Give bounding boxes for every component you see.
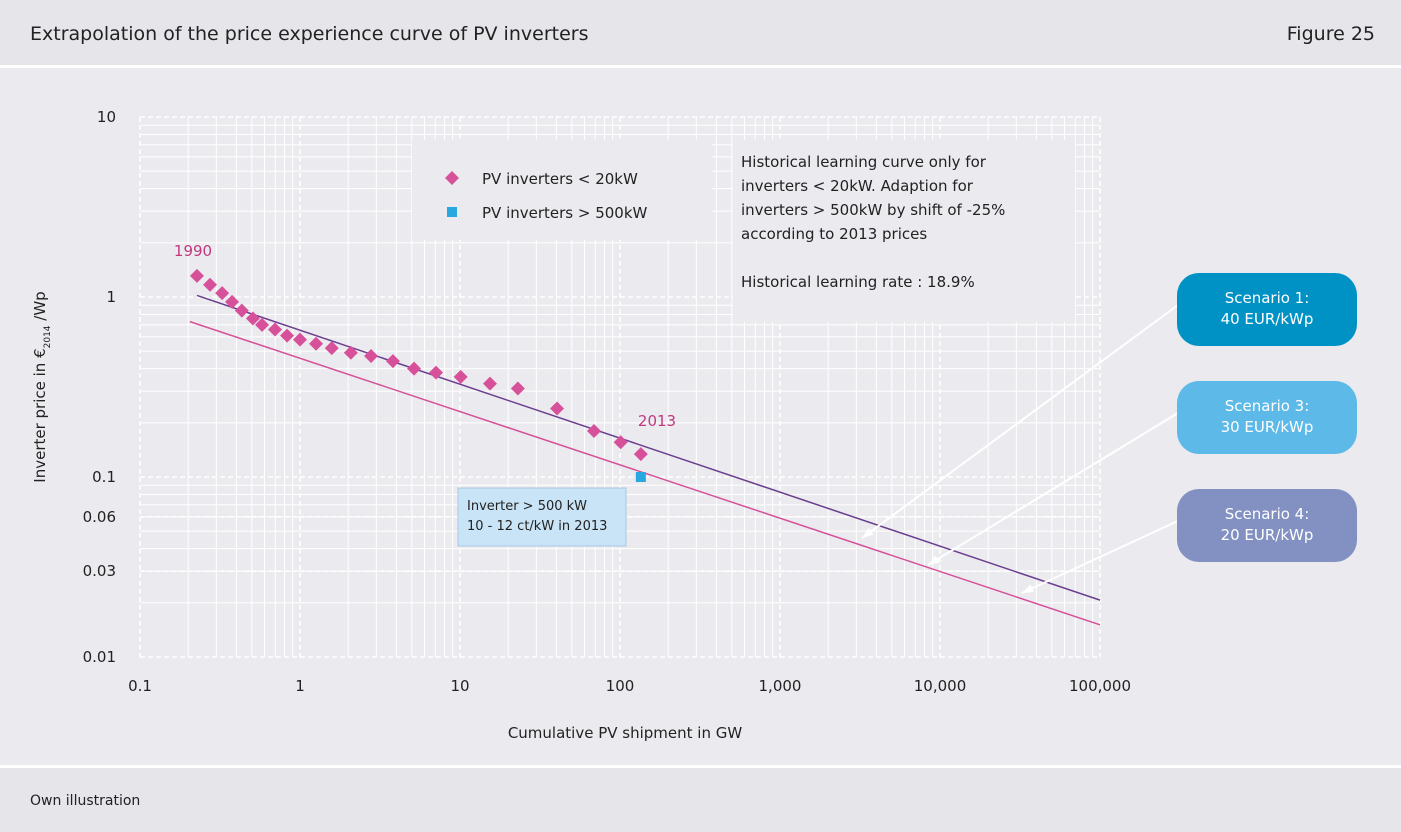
note-line: according to 2013 prices — [741, 225, 927, 243]
title: Extrapolation of the price experience cu… — [30, 23, 588, 45]
y-label-main: Inverter price in € — [31, 348, 49, 482]
scenario-box — [1177, 381, 1357, 454]
y-tick-label: 0.01 — [83, 648, 116, 666]
note-line: Historical learning curve only for — [741, 153, 987, 171]
scenario-label: Scenario 1: — [1225, 289, 1310, 307]
diamond-marker — [268, 322, 283, 337]
legend-label: PV inverters < 20kW — [482, 170, 638, 188]
note-line: inverters > 500kW by shift of -25% — [741, 201, 1005, 219]
x-tick-label: 100,000 — [1069, 677, 1131, 695]
diamond-marker — [280, 328, 295, 343]
scenario-label: 30 EUR/kWp — [1221, 418, 1314, 436]
x-tick-label: 1 — [295, 677, 305, 695]
x-tick-label: 100 — [606, 677, 635, 695]
y-tick-label: 0.1 — [92, 468, 116, 486]
diamond-marker — [309, 336, 324, 351]
y-tick-label: 0.06 — [83, 508, 116, 526]
diamond-marker — [364, 349, 379, 364]
diamond-marker — [215, 286, 230, 301]
diamond-marker — [245, 311, 260, 326]
arrow — [861, 304, 1179, 539]
diamond-marker — [255, 317, 270, 332]
scenario-box — [1177, 273, 1357, 346]
diamond-marker — [550, 401, 565, 416]
scenario-box — [1177, 489, 1357, 562]
text-box — [733, 140, 1075, 322]
legend-box — [412, 140, 712, 240]
note-box-line: 10 - 12 ct/kW in 2013 — [467, 519, 607, 534]
diamond-marker — [407, 361, 422, 376]
source: Own illustration — [30, 793, 140, 809]
square-marker — [447, 207, 457, 217]
note-box — [457, 487, 627, 547]
diamond-marker — [189, 268, 204, 283]
diamond-marker — [613, 435, 628, 450]
diamond-marker — [510, 381, 525, 396]
trend-line — [196, 294, 1101, 601]
x-tick-label: 0.1 — [128, 677, 152, 695]
legend-label: PV inverters > 500kW — [482, 204, 648, 222]
diamond-marker — [453, 369, 468, 384]
diamond-marker — [633, 447, 648, 462]
y-axis-label: Inverter price in €2014 /Wp — [31, 291, 53, 482]
arrow-head — [862, 527, 874, 538]
x-tick-label: 1,000 — [759, 677, 802, 695]
diamond-marker — [429, 365, 444, 380]
arrow — [927, 412, 1179, 566]
header-band — [0, 0, 1401, 65]
diamond-marker — [343, 345, 358, 360]
annotation: 1990 — [174, 242, 212, 260]
arrow — [1021, 520, 1179, 594]
scenario-label: Scenario 3: — [1225, 397, 1310, 415]
diamond-marker — [483, 376, 498, 391]
scenario-label: Scenario 4: — [1225, 505, 1310, 523]
diamond-marker — [587, 424, 602, 439]
y-tick-label: 0.03 — [83, 562, 116, 580]
arrow-head — [928, 555, 940, 565]
x-tick-label: 10,000 — [914, 677, 967, 695]
diamond-marker — [225, 294, 240, 309]
x-tick-label: 10 — [450, 677, 469, 695]
arrow-head — [1022, 584, 1034, 593]
y-label-unit: /Wp — [31, 291, 49, 325]
diamond-marker — [234, 303, 249, 318]
diamond-marker — [385, 354, 400, 369]
note-box-line: Inverter > 500 kW — [467, 499, 587, 514]
note-line: inverters < 20kW. Adaption for — [741, 177, 974, 195]
square-marker — [635, 472, 646, 482]
figure-number: Figure 25 — [1287, 23, 1375, 45]
y-label-sub: 2014 — [43, 325, 53, 348]
diamond-marker — [293, 332, 307, 347]
annotation: 2013 — [638, 412, 676, 430]
y-tick-label: 10 — [97, 108, 116, 126]
footer-band — [0, 768, 1401, 832]
scenario-label: 40 EUR/kWp — [1221, 310, 1314, 328]
diamond-marker — [445, 171, 459, 185]
y-tick-label: 1 — [106, 288, 116, 306]
x-axis-label: Cumulative PV shipment in GW — [508, 724, 743, 742]
scenario-label: 20 EUR/kWp — [1221, 526, 1314, 544]
diamond-marker — [203, 277, 218, 292]
diamond-marker — [324, 341, 339, 356]
learning-rate: Historical learning rate : 18.9% — [741, 273, 975, 291]
